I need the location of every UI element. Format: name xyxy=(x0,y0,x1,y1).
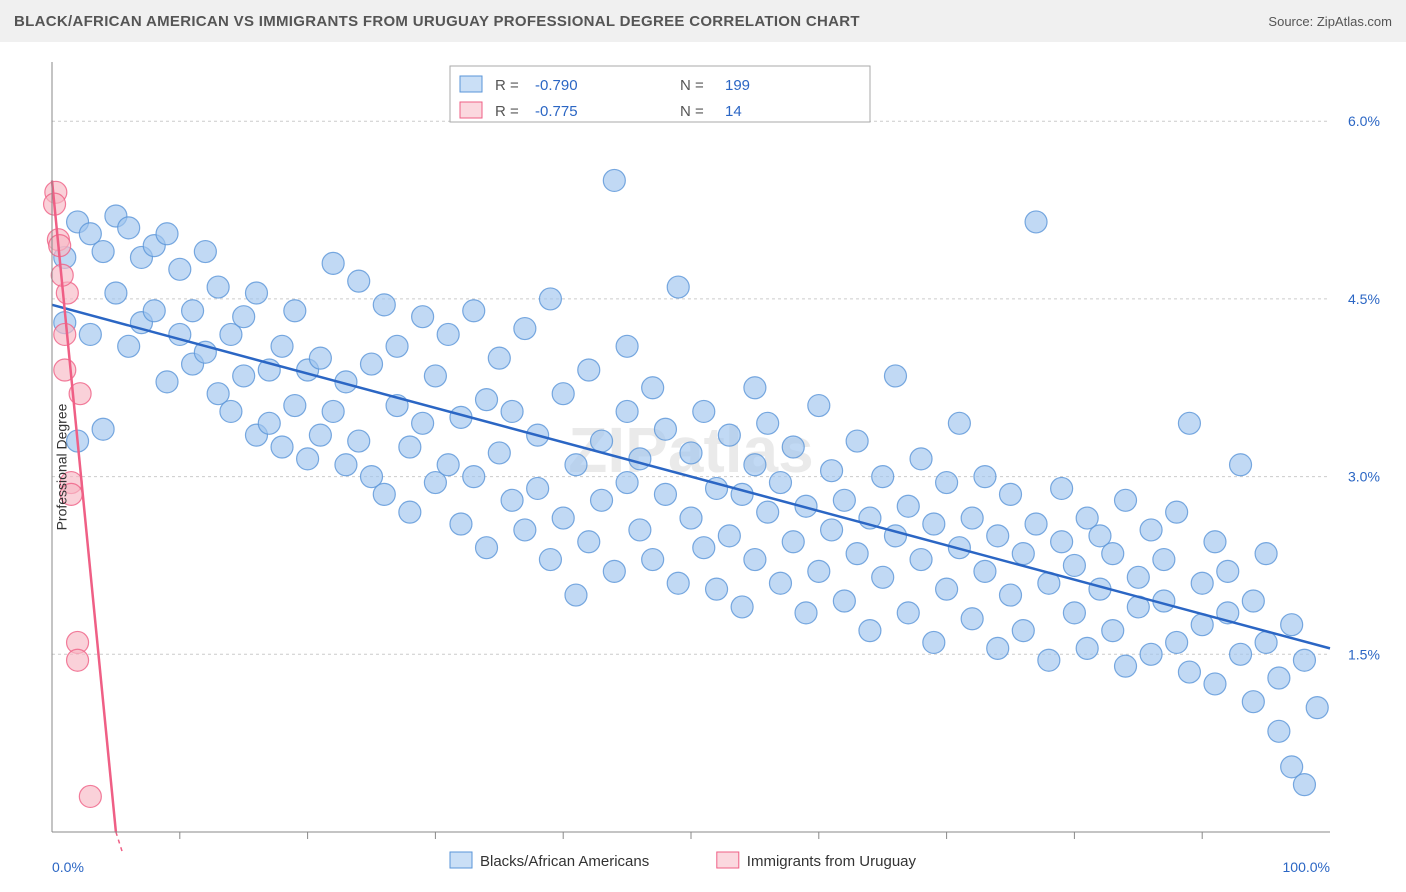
svg-text:14: 14 xyxy=(725,103,742,120)
svg-text:N =: N = xyxy=(680,103,704,120)
svg-text:N =: N = xyxy=(680,77,704,94)
plot-container: Professional Degree 1.5%3.0%4.5%6.0%ZIPa… xyxy=(0,42,1406,892)
svg-text:R =: R = xyxy=(495,103,519,120)
y-axis-label: Professional Degree xyxy=(53,404,69,531)
scatter-chart: 1.5%3.0%4.5%6.0%ZIPatlas0.0%100.0%R =-0.… xyxy=(0,42,1406,892)
svg-text:R =: R = xyxy=(495,77,519,94)
source-name[interactable]: ZipAtlas.com xyxy=(1317,14,1392,29)
source-label: Source: xyxy=(1268,14,1313,29)
svg-text:4.5%: 4.5% xyxy=(1348,291,1380,307)
chart-title: BLACK/AFRICAN AMERICAN VS IMMIGRANTS FRO… xyxy=(14,13,860,30)
svg-text:Blacks/African Americans: Blacks/African Americans xyxy=(480,853,649,870)
svg-text:6.0%: 6.0% xyxy=(1348,113,1380,129)
svg-text:0.0%: 0.0% xyxy=(52,859,84,875)
svg-text:-0.790: -0.790 xyxy=(535,77,578,94)
svg-text:100.0%: 100.0% xyxy=(1283,859,1330,875)
svg-text:3.0%: 3.0% xyxy=(1348,469,1380,485)
svg-text:199: 199 xyxy=(725,77,750,94)
chart-header: BLACK/AFRICAN AMERICAN VS IMMIGRANTS FRO… xyxy=(0,0,1406,42)
chart-source: Source: ZipAtlas.com xyxy=(1268,14,1392,29)
svg-text:-0.775: -0.775 xyxy=(535,103,578,120)
svg-text:Immigrants from Uruguay: Immigrants from Uruguay xyxy=(747,853,917,870)
svg-text:1.5%: 1.5% xyxy=(1348,646,1380,662)
